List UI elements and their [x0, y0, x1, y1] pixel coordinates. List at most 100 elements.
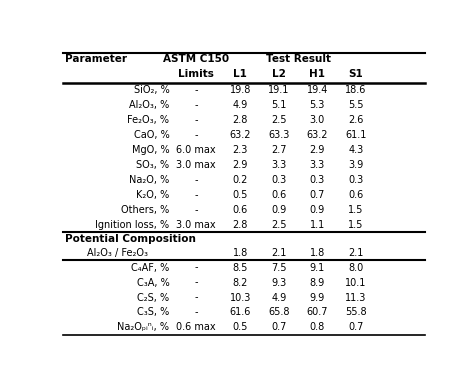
Text: 4.9: 4.9 [271, 293, 286, 302]
Text: 61.6: 61.6 [229, 307, 251, 318]
Text: Na₂O, %: Na₂O, % [129, 175, 169, 185]
Text: 0.9: 0.9 [310, 205, 325, 215]
Text: -: - [194, 175, 198, 185]
Text: 2.6: 2.6 [348, 115, 364, 125]
Text: 3.0 max: 3.0 max [176, 220, 216, 230]
Text: CaO, %: CaO, % [134, 130, 169, 140]
Text: 0.9: 0.9 [271, 205, 286, 215]
Text: -: - [194, 100, 198, 110]
Text: 1.5: 1.5 [348, 220, 364, 230]
Text: 2.1: 2.1 [271, 248, 286, 257]
Text: 0.6: 0.6 [348, 190, 364, 200]
Text: C₃S, %: C₃S, % [137, 307, 169, 318]
Text: 3.9: 3.9 [348, 160, 364, 170]
Text: 10.1: 10.1 [345, 277, 366, 288]
Text: 1.5: 1.5 [348, 205, 364, 215]
Text: C₃A, %: C₃A, % [137, 277, 169, 288]
Text: 8.0: 8.0 [348, 263, 364, 273]
Text: S1: S1 [348, 69, 363, 79]
Text: -: - [194, 130, 198, 140]
Text: 65.8: 65.8 [268, 307, 290, 318]
Text: 0.3: 0.3 [348, 175, 364, 185]
Text: 55.8: 55.8 [345, 307, 367, 318]
Text: 3.3: 3.3 [310, 160, 325, 170]
Text: 2.1: 2.1 [348, 248, 364, 257]
Text: Ignition loss, %: Ignition loss, % [95, 220, 169, 230]
Text: 0.7: 0.7 [271, 322, 286, 333]
Text: 61.1: 61.1 [345, 130, 366, 140]
Text: 0.8: 0.8 [310, 322, 325, 333]
Text: -: - [194, 115, 198, 125]
Text: Na₂Oₚᵢⁿᵢ, %: Na₂Oₚᵢⁿᵢ, % [118, 322, 169, 333]
Text: C₄AF, %: C₄AF, % [131, 263, 169, 273]
Text: 5.5: 5.5 [348, 100, 364, 110]
Text: Parameter: Parameter [65, 54, 127, 64]
Text: 18.6: 18.6 [345, 85, 366, 95]
Text: -: - [194, 85, 198, 95]
Text: Al₂O₃, %: Al₂O₃, % [129, 100, 169, 110]
Text: Fe₂O₃, %: Fe₂O₃, % [128, 115, 169, 125]
Text: Others, %: Others, % [121, 205, 169, 215]
Text: K₂O, %: K₂O, % [136, 190, 169, 200]
Text: 0.6: 0.6 [233, 205, 248, 215]
Text: H1: H1 [310, 69, 325, 79]
Text: SiO₂, %: SiO₂, % [134, 85, 169, 95]
Text: 1.8: 1.8 [310, 248, 325, 257]
Text: Potential Composition: Potential Composition [65, 234, 196, 244]
Text: Al₂O₃ / Fe₂O₃: Al₂O₃ / Fe₂O₃ [87, 248, 147, 257]
Text: 19.1: 19.1 [268, 85, 290, 95]
Text: 1.1: 1.1 [310, 220, 325, 230]
Text: 3.0: 3.0 [310, 115, 325, 125]
Text: 2.5: 2.5 [271, 115, 286, 125]
Text: 5.1: 5.1 [271, 100, 286, 110]
Text: -: - [194, 277, 198, 288]
Text: 3.0 max: 3.0 max [176, 160, 216, 170]
Text: -: - [194, 307, 198, 318]
Text: 4.3: 4.3 [348, 145, 364, 155]
Text: Limits: Limits [178, 69, 214, 79]
Text: 10.3: 10.3 [229, 293, 251, 302]
Text: 8.9: 8.9 [310, 277, 325, 288]
Text: 0.7: 0.7 [348, 322, 364, 333]
Text: L2: L2 [272, 69, 286, 79]
Text: 2.3: 2.3 [232, 145, 248, 155]
Text: 2.5: 2.5 [271, 220, 286, 230]
Text: 0.6 max: 0.6 max [176, 322, 216, 333]
Text: -: - [194, 205, 198, 215]
Text: 11.3: 11.3 [345, 293, 366, 302]
Text: 19.4: 19.4 [307, 85, 328, 95]
Text: 0.6: 0.6 [271, 190, 286, 200]
Text: 8.5: 8.5 [232, 263, 248, 273]
Text: 63.2: 63.2 [229, 130, 251, 140]
Text: 7.5: 7.5 [271, 263, 286, 273]
Text: 63.3: 63.3 [268, 130, 290, 140]
Text: SO₃, %: SO₃, % [137, 160, 169, 170]
Text: 5.3: 5.3 [310, 100, 325, 110]
Text: 2.9: 2.9 [232, 160, 248, 170]
Text: 8.2: 8.2 [232, 277, 248, 288]
Text: -: - [194, 293, 198, 302]
Text: 0.5: 0.5 [232, 322, 248, 333]
Text: 2.9: 2.9 [310, 145, 325, 155]
Text: 0.3: 0.3 [271, 175, 286, 185]
Text: 2.8: 2.8 [232, 115, 248, 125]
Text: C₂S, %: C₂S, % [137, 293, 169, 302]
Text: 0.3: 0.3 [310, 175, 325, 185]
Text: Test Result: Test Result [265, 54, 330, 64]
Text: -: - [194, 190, 198, 200]
Text: 19.8: 19.8 [229, 85, 251, 95]
Text: 9.3: 9.3 [271, 277, 286, 288]
Text: L1: L1 [233, 69, 247, 79]
Text: 1.8: 1.8 [233, 248, 248, 257]
Text: 4.9: 4.9 [233, 100, 248, 110]
Text: ASTM C150: ASTM C150 [163, 54, 229, 64]
Text: 0.5: 0.5 [232, 190, 248, 200]
Text: 6.0 max: 6.0 max [176, 145, 216, 155]
Text: 2.7: 2.7 [271, 145, 286, 155]
Text: 3.3: 3.3 [271, 160, 286, 170]
Text: 9.1: 9.1 [310, 263, 325, 273]
Text: 9.9: 9.9 [310, 293, 325, 302]
Text: -: - [194, 263, 198, 273]
Text: 63.2: 63.2 [307, 130, 328, 140]
Text: 60.7: 60.7 [307, 307, 328, 318]
